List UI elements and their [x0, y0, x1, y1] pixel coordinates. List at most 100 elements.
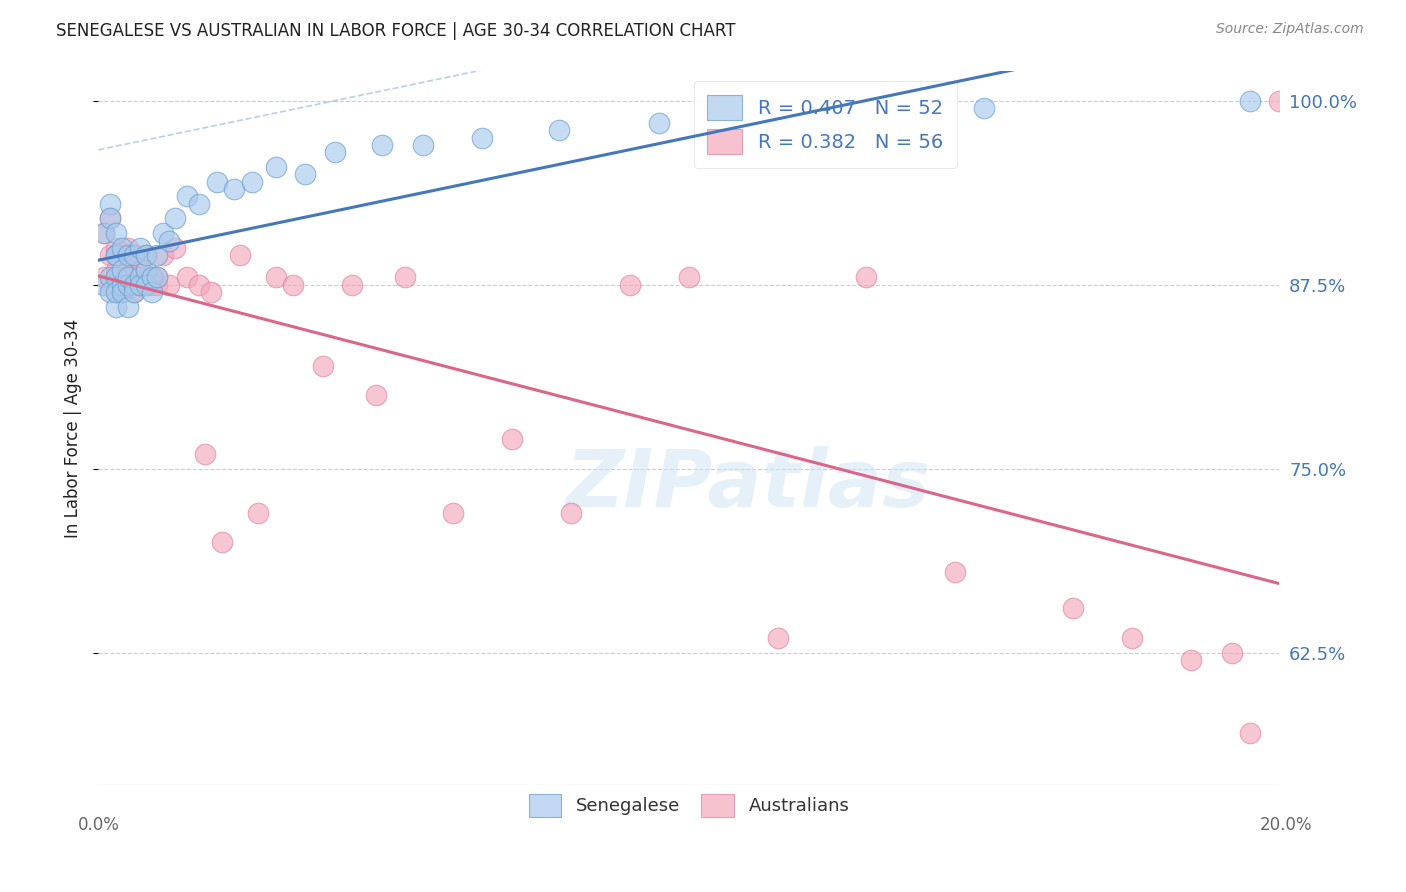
Point [1180, 653, 1202, 667]
Point [1268, 94, 1291, 108]
Point [122, 248, 145, 262]
Point [264, 270, 287, 285]
Point [93, 270, 115, 285]
Point [128, 277, 150, 292]
Point [93, 226, 115, 240]
Point [973, 101, 995, 115]
Text: 0.0%: 0.0% [77, 816, 120, 834]
Point [105, 263, 128, 277]
Point [98, 211, 121, 226]
Point [105, 285, 128, 299]
Point [135, 248, 157, 262]
Point [128, 277, 150, 292]
Point [371, 137, 394, 152]
Point [187, 196, 209, 211]
Point [152, 226, 174, 240]
Text: Source: ZipAtlas.com: Source: ZipAtlas.com [1216, 22, 1364, 37]
Point [105, 300, 128, 314]
Point [157, 277, 180, 292]
Point [229, 248, 252, 262]
Point [105, 248, 128, 262]
Point [105, 241, 128, 255]
Point [122, 248, 145, 262]
Point [678, 270, 700, 285]
Text: SENEGALESE VS AUSTRALIAN IN LABOR FORCE | AGE 30-34 CORRELATION CHART: SENEGALESE VS AUSTRALIAN IN LABOR FORCE … [56, 22, 735, 40]
Point [165, 241, 187, 255]
Point [98, 248, 121, 262]
Point [1239, 94, 1261, 108]
Point [1062, 601, 1084, 615]
Point [117, 277, 139, 292]
Point [157, 234, 180, 248]
Point [98, 211, 121, 226]
Point [205, 175, 228, 189]
Point [122, 277, 145, 292]
Point [111, 248, 134, 262]
Point [111, 285, 134, 299]
Point [122, 270, 145, 285]
Point [240, 175, 263, 189]
Point [187, 277, 209, 292]
Point [122, 285, 145, 299]
Point [146, 248, 169, 262]
Point [93, 277, 115, 292]
Point [98, 285, 121, 299]
Point [111, 277, 134, 292]
Point [364, 388, 387, 402]
Point [283, 277, 305, 292]
Point [394, 270, 416, 285]
Point [111, 241, 134, 255]
Point [943, 565, 966, 579]
Point [342, 277, 364, 292]
Point [501, 432, 523, 446]
Point [135, 263, 157, 277]
Point [264, 160, 287, 174]
Point [176, 270, 198, 285]
Point [176, 189, 198, 203]
Point [141, 285, 163, 299]
Point [93, 226, 115, 240]
Point [135, 277, 157, 292]
Point [98, 196, 121, 211]
Point [648, 116, 671, 130]
Point [560, 506, 582, 520]
Point [141, 277, 163, 292]
Point [111, 277, 134, 292]
Point [105, 226, 128, 240]
Y-axis label: In Labor Force | Age 30-34: In Labor Force | Age 30-34 [65, 318, 83, 538]
Point [128, 241, 150, 255]
Point [146, 270, 169, 285]
Legend: Senegalese, Australians: Senegalese, Australians [520, 785, 858, 826]
Point [128, 263, 150, 277]
Point [471, 130, 494, 145]
Point [135, 277, 157, 292]
Point [141, 270, 163, 285]
Point [111, 263, 134, 277]
Point [146, 270, 169, 285]
Point [412, 137, 434, 152]
Point [441, 506, 464, 520]
Point [766, 631, 789, 645]
Point [128, 270, 150, 285]
Point [146, 277, 169, 292]
Point [98, 270, 121, 285]
Point [1220, 646, 1243, 660]
Point [152, 248, 174, 262]
Point [294, 167, 316, 181]
Point [1239, 726, 1261, 740]
Point [105, 270, 128, 285]
Point [312, 359, 335, 373]
Point [117, 270, 139, 285]
Point [122, 285, 145, 299]
Point [194, 447, 217, 461]
Point [117, 263, 139, 277]
Point [855, 270, 877, 285]
Point [548, 123, 571, 137]
Point [105, 248, 128, 262]
Point [1121, 631, 1143, 645]
Point [766, 108, 789, 122]
Point [211, 535, 233, 549]
Point [619, 277, 641, 292]
Point [105, 270, 128, 285]
Point [246, 506, 269, 520]
